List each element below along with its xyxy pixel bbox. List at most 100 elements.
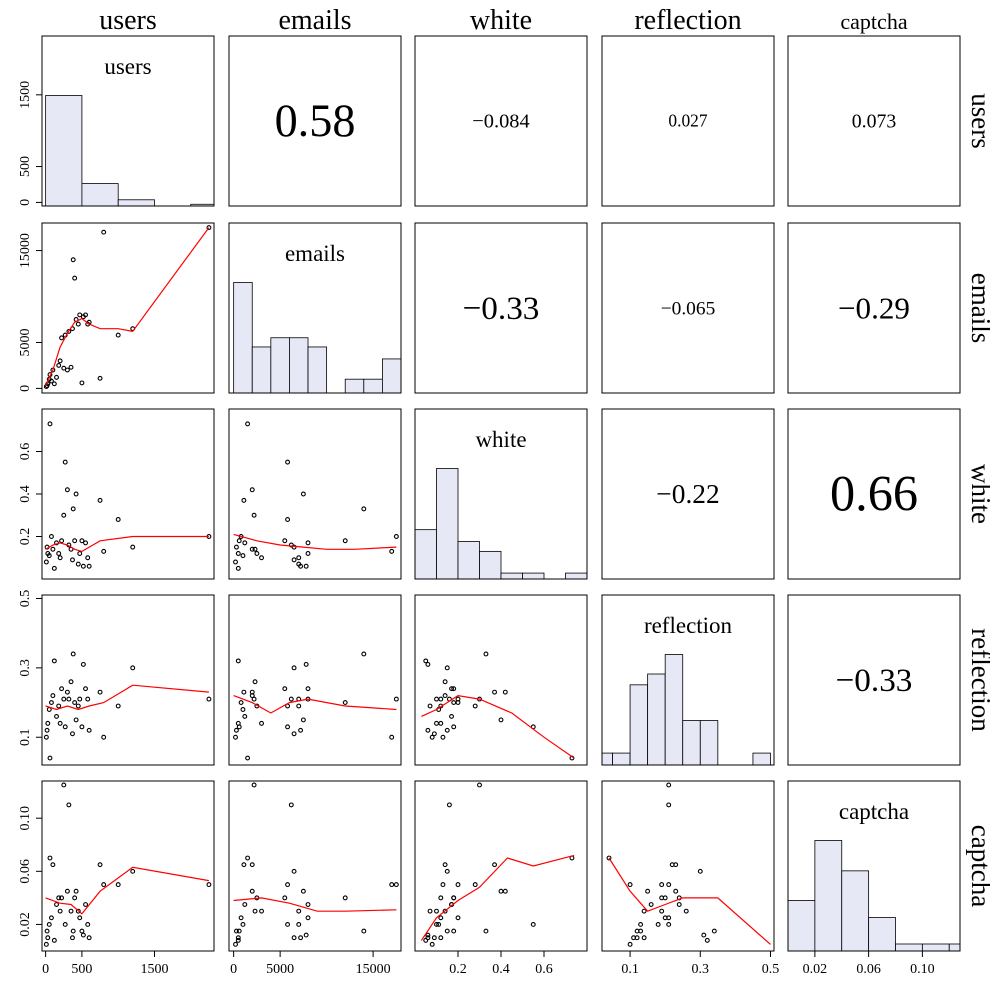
data-point: [296, 555, 302, 561]
data-point: [296, 921, 302, 927]
data-point: [442, 693, 448, 699]
data-point: [62, 724, 68, 730]
data-point: [251, 512, 257, 518]
data-point: [101, 734, 107, 740]
data-point: [59, 538, 65, 544]
data-point: [85, 921, 91, 927]
data-point: [291, 557, 297, 563]
data-point: [300, 717, 306, 723]
x-tick-label: 500: [71, 962, 92, 977]
data-point: [206, 225, 212, 231]
data-point: [305, 551, 311, 556]
x-tick-label: 0.4: [492, 962, 510, 977]
panel-frame: [41, 408, 215, 580]
data-point: [305, 915, 311, 921]
panel-captcha-emails: [228, 780, 402, 952]
data-point: [305, 902, 311, 907]
data-point: [305, 540, 311, 546]
data-point: [235, 658, 241, 664]
data-point: [655, 921, 661, 927]
data-point: [296, 703, 302, 709]
data-point: [75, 703, 81, 709]
data-point: [298, 935, 304, 941]
smoother-line: [233, 533, 397, 550]
data-point: [57, 908, 63, 914]
panel-reflection-white: [414, 594, 588, 766]
data-point: [62, 921, 68, 927]
smoother-line: [233, 695, 397, 714]
x-tick-label: 0.2: [449, 962, 467, 977]
data-point: [438, 696, 444, 702]
data-point: [79, 928, 85, 934]
data-point: [68, 908, 74, 914]
data-point: [389, 882, 395, 888]
data-point: [70, 506, 76, 512]
data-point: [303, 932, 309, 938]
data-point: [46, 553, 52, 559]
correlation-value: 0.027: [668, 111, 707, 131]
data-point: [641, 908, 647, 914]
data-point: [444, 665, 450, 671]
data-point: [361, 928, 367, 934]
x-tick-label: 15000: [356, 962, 391, 977]
panel-frame: [601, 780, 775, 952]
data-point: [442, 862, 448, 868]
x-tick-label: 0.06: [856, 962, 881, 977]
data-point: [72, 538, 78, 544]
data-point: [86, 563, 92, 569]
data-point: [101, 229, 107, 235]
data-point: [64, 689, 70, 695]
correlation-value: −0.22: [656, 479, 719, 509]
data-point: [48, 915, 54, 921]
histogram-bar: [895, 943, 923, 952]
correlation-value: −0.33: [463, 290, 540, 327]
data-point: [56, 551, 62, 556]
data-point: [423, 658, 429, 664]
correlation-value: −0.084: [472, 111, 529, 133]
panel-frame: [414, 594, 588, 766]
data-point: [77, 915, 83, 921]
data-point: [282, 686, 288, 692]
data-point: [64, 367, 70, 373]
histogram-bar: [682, 720, 701, 766]
diagonal-label-emails: emails: [285, 241, 345, 266]
panel-frame: [414, 222, 588, 394]
data-point: [45, 935, 51, 941]
x-tick-label: 0.02: [803, 962, 828, 977]
data-point: [442, 679, 448, 685]
data-point: [68, 364, 74, 370]
data-point: [242, 540, 248, 546]
histogram-bar: [363, 378, 383, 394]
data-point: [683, 908, 689, 914]
data-point: [66, 802, 72, 808]
data-point: [240, 921, 246, 927]
y-tick-label: 0.02: [18, 912, 33, 937]
histogram-bar: [307, 346, 328, 394]
data-point: [83, 312, 88, 318]
histogram-bar: [382, 358, 402, 394]
data-point: [440, 734, 446, 740]
data-point: [444, 868, 450, 874]
histogram-bar: [787, 900, 816, 952]
data-point: [285, 517, 291, 522]
panel-frame: [787, 408, 961, 580]
data-point: [455, 882, 461, 888]
panel-users-white: −0.084: [414, 35, 588, 207]
data-point: [701, 932, 707, 938]
data-point: [83, 686, 88, 692]
data-point: [427, 908, 433, 914]
data-point: [444, 727, 450, 733]
panel-emails-users: [41, 222, 215, 394]
data-point: [659, 882, 665, 888]
data-point: [285, 459, 291, 465]
panel-white-captcha: 0.66: [787, 408, 961, 580]
x-tick-label: 0.6: [535, 962, 553, 977]
data-point: [455, 915, 461, 921]
panel-users-users: users: [41, 35, 215, 207]
data-point: [249, 862, 255, 868]
histogram-bar: [664, 654, 684, 766]
panel-emails-reflection: −0.065: [601, 222, 775, 394]
histogram-bar: [251, 346, 272, 394]
data-point: [64, 888, 70, 894]
data-point: [252, 546, 258, 552]
